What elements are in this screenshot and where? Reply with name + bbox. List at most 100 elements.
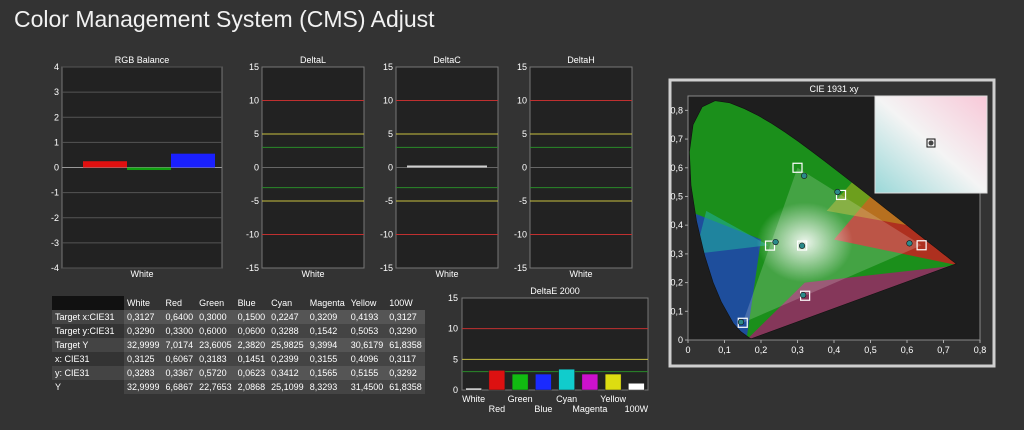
table-cell: 0,1542: [306, 324, 348, 338]
y-tick-label: 5: [254, 129, 259, 139]
table-cell: 32,9999: [124, 338, 163, 352]
y-tick-label: -10: [514, 230, 527, 240]
y-tick-label: 5: [522, 129, 527, 139]
cie-y-tick-label: 0,2: [670, 278, 683, 288]
table-cell: 31,4500: [347, 380, 387, 394]
table-cell: 0,4193: [347, 310, 387, 324]
table-cell: 0,2399: [268, 352, 307, 366]
y-tick-label: 15: [249, 62, 259, 72]
locus-white-glow: [756, 202, 853, 283]
table-cell: 0,3288: [268, 324, 307, 338]
inset-measured-marker: [928, 140, 934, 146]
y-tick-label: 15: [517, 62, 527, 72]
y-tick-label: -5: [519, 196, 527, 206]
table-row: Target x:CIE31 0,3127 0,6400 0,3000 0,1500 0,…: [52, 310, 425, 324]
deltae-x-label: Cyan: [556, 394, 577, 404]
table-corner: [52, 296, 124, 310]
column-header: Cyan: [268, 296, 307, 310]
table-cell: 0,3292: [386, 366, 425, 380]
table-cell: 0,3209: [306, 310, 348, 324]
table-row: Y 32,9999 6,6867 22,7653 2,0868 25,1099 8,3293…: [52, 380, 425, 394]
table-cell: 0,3125: [124, 352, 163, 366]
cie-y-tick-label: 0,4: [670, 220, 683, 230]
deltae-y-tick: 15: [448, 293, 458, 303]
bar-green: [127, 167, 171, 171]
table-cell: 25,1099: [268, 380, 307, 394]
mini-chart-0: RGB Balance White 4 3 2 1 0 -1 -2 -3 -4: [51, 55, 223, 279]
y-tick-label: -5: [385, 196, 393, 206]
y-tick-label: -15: [514, 263, 527, 273]
measured-marker-cyan: [772, 238, 779, 246]
measured-marker-green: [801, 172, 808, 179]
row-label: y: CIE31: [52, 366, 124, 380]
row-label: Target y:CIE31: [52, 324, 124, 338]
x-axis-label: White: [130, 269, 153, 279]
y-tick-label: 2: [54, 112, 59, 122]
measured-marker-magenta: [800, 291, 807, 299]
deltae-bar-cyan: [558, 368, 575, 391]
table-cell: 0,0623: [234, 366, 269, 380]
row-label: x: CIE31: [52, 352, 124, 366]
row-label: Target Y: [52, 338, 124, 352]
cie-x-tick-label: 0,6: [901, 345, 914, 355]
table-cell: 0,3290: [124, 324, 163, 338]
table-cell: 0,1451: [234, 352, 269, 366]
table-cell: 2,3820: [234, 338, 269, 352]
bar-red: [83, 161, 127, 168]
cie-y-tick-label: 0,5: [670, 191, 683, 201]
column-header: Magenta: [306, 296, 348, 310]
table-cell: 0,1565: [306, 366, 348, 380]
table-cell: 30,6179: [347, 338, 387, 352]
table-cell: 61,8358: [386, 338, 425, 352]
measured-marker-blue: [737, 319, 745, 326]
y-tick-label: -10: [380, 230, 393, 240]
deltae-y-tick: 0: [453, 385, 458, 395]
table-cell: 0,0600: [234, 324, 269, 338]
chart-title: DeltaC: [433, 55, 461, 65]
deltae-bar-green: [511, 373, 529, 391]
deltae-x-label: Blue: [534, 404, 552, 414]
mini-chart-2: DeltaC White 15 10 5 0 -5 -10 -15: [380, 55, 499, 279]
y-tick-label: 0: [522, 163, 527, 173]
cie-x-tick-label: 0,3: [791, 345, 804, 355]
cie-x-tick-label: 0,7: [937, 345, 950, 355]
deltae-x-label: 100W: [625, 404, 649, 414]
cie-x-tick-label: 0,2: [755, 345, 768, 355]
y-tick-label: -1: [51, 188, 59, 198]
cie-spectral-locus: [689, 100, 957, 339]
y-tick-label: -2: [51, 213, 59, 223]
table-cell: 0,5155: [347, 366, 387, 380]
table-cell: 7,0174: [162, 338, 197, 352]
cie-x-tick-label: 0,5: [864, 345, 877, 355]
deltae-bar-yellow: [604, 373, 622, 391]
deltae-x-label: Yellow: [600, 394, 626, 404]
y-tick-label: 10: [249, 96, 259, 106]
deltae-bar-100w: [628, 383, 645, 391]
bar-white: [407, 165, 487, 168]
target-marker-cyan: [764, 240, 776, 251]
table-cell: 0,3300: [162, 324, 197, 338]
locus-cyan-region: [695, 210, 769, 254]
y-tick-label: -4: [51, 263, 59, 273]
column-header: White: [124, 296, 163, 310]
y-tick-label: 10: [517, 96, 527, 106]
table-cell: 2,0868: [234, 380, 269, 394]
cie-y-tick-label: 0,7: [670, 134, 683, 144]
y-tick-label: -10: [246, 230, 259, 240]
table-cell: 0,3117: [386, 352, 425, 366]
y-tick-label: 15: [383, 62, 393, 72]
target-marker-green: [792, 162, 803, 173]
table-cell: 0,5720: [196, 366, 235, 380]
deltae-bar-red: [488, 370, 506, 391]
table-cell: 22,7653: [196, 380, 235, 394]
cie-y-tick-label: 0,6: [670, 163, 683, 173]
table-row: y: CIE31 0,3283 0,3367 0,5720 0,0623 0,3412 0,…: [52, 366, 425, 380]
y-tick-label: -5: [251, 196, 259, 206]
deltae-y-tick: 5: [453, 354, 458, 364]
cie-x-tick-label: 0,1: [718, 345, 731, 355]
table-cell: 25,9825: [268, 338, 307, 352]
cie-x-tick-label: 0,4: [828, 345, 841, 355]
table-cell: 0,3127: [386, 310, 425, 324]
deltae-y-tick: 10: [448, 324, 458, 334]
page-title: Color Management System (CMS) Adjust: [14, 6, 435, 32]
